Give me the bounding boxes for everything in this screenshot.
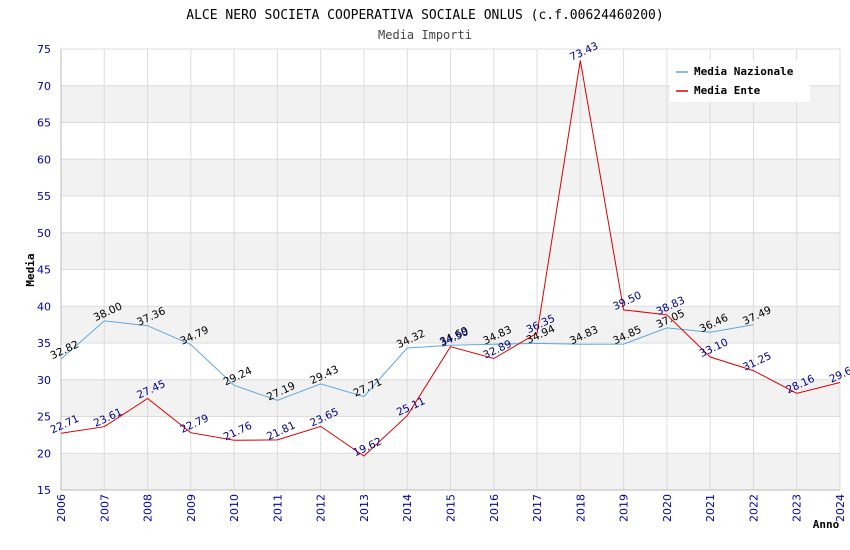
- y-tick-label: 30: [37, 374, 51, 387]
- y-tick-label: 60: [37, 153, 51, 166]
- chart-title: ALCE NERO SOCIETA COOPERATIVA SOCIALE ON…: [186, 8, 663, 23]
- x-tick-label: 2013: [358, 494, 371, 522]
- x-tick-label: 2020: [661, 494, 674, 522]
- x-tick-label: 2011: [271, 494, 284, 522]
- x-tick-label: 2009: [185, 494, 198, 522]
- x-tick-label: 2022: [747, 494, 760, 522]
- x-tick-label: 2014: [401, 494, 414, 522]
- y-tick-label: 25: [37, 411, 51, 424]
- y-axis-label: Media: [24, 253, 37, 286]
- legend-label-media-ente: Media Ente: [694, 84, 761, 97]
- grid-lines: [60, 48, 841, 491]
- x-tick-label: 2024: [834, 494, 847, 522]
- y-tick-label: 70: [37, 80, 51, 93]
- x-tick-label: 2012: [315, 494, 328, 522]
- data-label: 21.81: [265, 419, 297, 443]
- data-label: 73.43: [568, 40, 600, 64]
- y-tick-label: 55: [37, 190, 51, 203]
- y-tick-label: 35: [37, 337, 51, 350]
- legend: Media Nazionale Media Ente: [670, 60, 810, 102]
- chart-subtitle: Media Importi: [378, 28, 472, 42]
- x-tick-label: 2017: [531, 494, 544, 522]
- x-axis-label: Anno: [813, 518, 840, 531]
- x-tick-labels: 2006 2007 2008 2009 2010 2011 2012 2013 2014 2015…: [55, 494, 847, 522]
- y-tick-labels: 15 20 25 30 35 40 45 50 55 60 65 70 75: [37, 43, 51, 497]
- y-tick-label: 75: [37, 43, 51, 56]
- x-tick-label: 2007: [98, 494, 111, 522]
- x-tick-label: 2016: [488, 494, 501, 522]
- data-label: 31.25: [741, 350, 773, 374]
- axes: [60, 49, 840, 491]
- data-label: 29.62: [828, 362, 850, 386]
- y-tick-label: 15: [37, 484, 51, 497]
- x-tick-label: 2019: [618, 494, 631, 522]
- y-tick-label: 45: [37, 264, 51, 277]
- x-tick-label: 2015: [445, 494, 458, 522]
- y-tick-label: 50: [37, 227, 51, 240]
- y-tick-label: 20: [37, 447, 51, 460]
- x-tick-label: 2023: [791, 494, 804, 522]
- series-lines: [60, 60, 841, 457]
- x-tick-label: 2021: [704, 494, 717, 522]
- series-line-media-nazionale: [60, 320, 754, 401]
- legend-label-media-nazionale: Media Nazionale: [694, 65, 794, 78]
- y-tick-label: 65: [37, 117, 51, 130]
- x-tick-label: 2010: [228, 494, 241, 522]
- series-line-media-ente: [60, 60, 841, 457]
- legend-box: [670, 60, 810, 102]
- x-tick-label: 2018: [574, 494, 587, 522]
- y-tick-label: 40: [37, 300, 51, 313]
- x-tick-label: 2006: [55, 494, 68, 522]
- x-tick-label: 2008: [142, 494, 155, 522]
